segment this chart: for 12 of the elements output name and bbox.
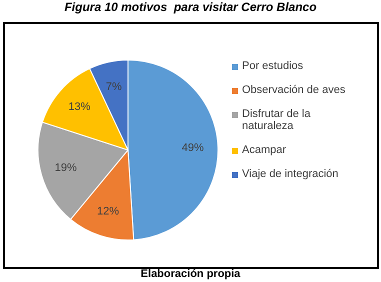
legend-label: Viaje de integración	[242, 168, 338, 180]
legend-label: Disfrutar de la naturaleza	[242, 108, 312, 132]
data-label: 19%	[54, 162, 77, 174]
data-label: 7%	[106, 80, 122, 93]
legend-label: Acampar	[242, 144, 286, 156]
chart-title: Figura 10 motivos para visitar Cerro Blanco	[63, 0, 318, 14]
text: Elaboración propia	[140, 268, 242, 280]
data-label: 49%	[182, 142, 204, 154]
data-label: 12%	[96, 206, 120, 218]
legend-label: Observación de aves	[242, 84, 346, 96]
data-label: 13%	[68, 101, 91, 114]
legend-label: Por estudios	[242, 60, 304, 72]
